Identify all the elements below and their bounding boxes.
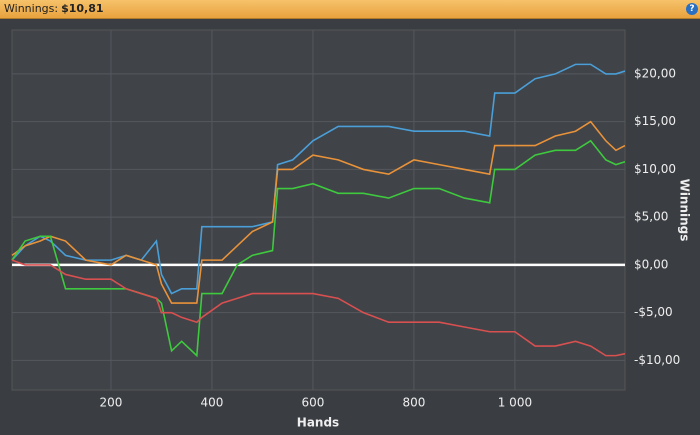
y-axis-label: Winnings xyxy=(678,179,692,242)
y-tick-label: $10,00 xyxy=(634,162,676,176)
x-tick-label: 200 xyxy=(100,396,123,410)
header-bar: Winnings: $10,81 ? xyxy=(0,0,700,19)
help-button[interactable]: ? xyxy=(686,3,698,15)
x-tick-label: 800 xyxy=(402,396,425,410)
y-tick-label: $0,00 xyxy=(634,257,668,271)
header-label: Winnings: xyxy=(4,2,59,15)
series-line xyxy=(11,139,626,358)
x-tick-label: 1 000 xyxy=(498,396,532,410)
x-tick-label: 400 xyxy=(201,396,224,410)
y-tick-label: $20,00 xyxy=(634,66,676,80)
series-line xyxy=(11,259,626,357)
chart: Hands Winnings -$10,00 -$5,00 $0,00 $5,00 $1… xyxy=(11,29,692,430)
x-axis-label: Hands xyxy=(297,416,339,430)
header-value: $10,81 xyxy=(61,2,104,15)
y-tick-label: -$5,00 xyxy=(634,305,673,319)
y-tick-label: -$10,00 xyxy=(634,353,680,367)
plot-area xyxy=(11,29,626,391)
y-tick-label: $5,00 xyxy=(634,210,668,224)
y-tick-label: $15,00 xyxy=(634,114,676,128)
series-line xyxy=(11,120,626,304)
x-tick-label: 600 xyxy=(301,396,324,410)
